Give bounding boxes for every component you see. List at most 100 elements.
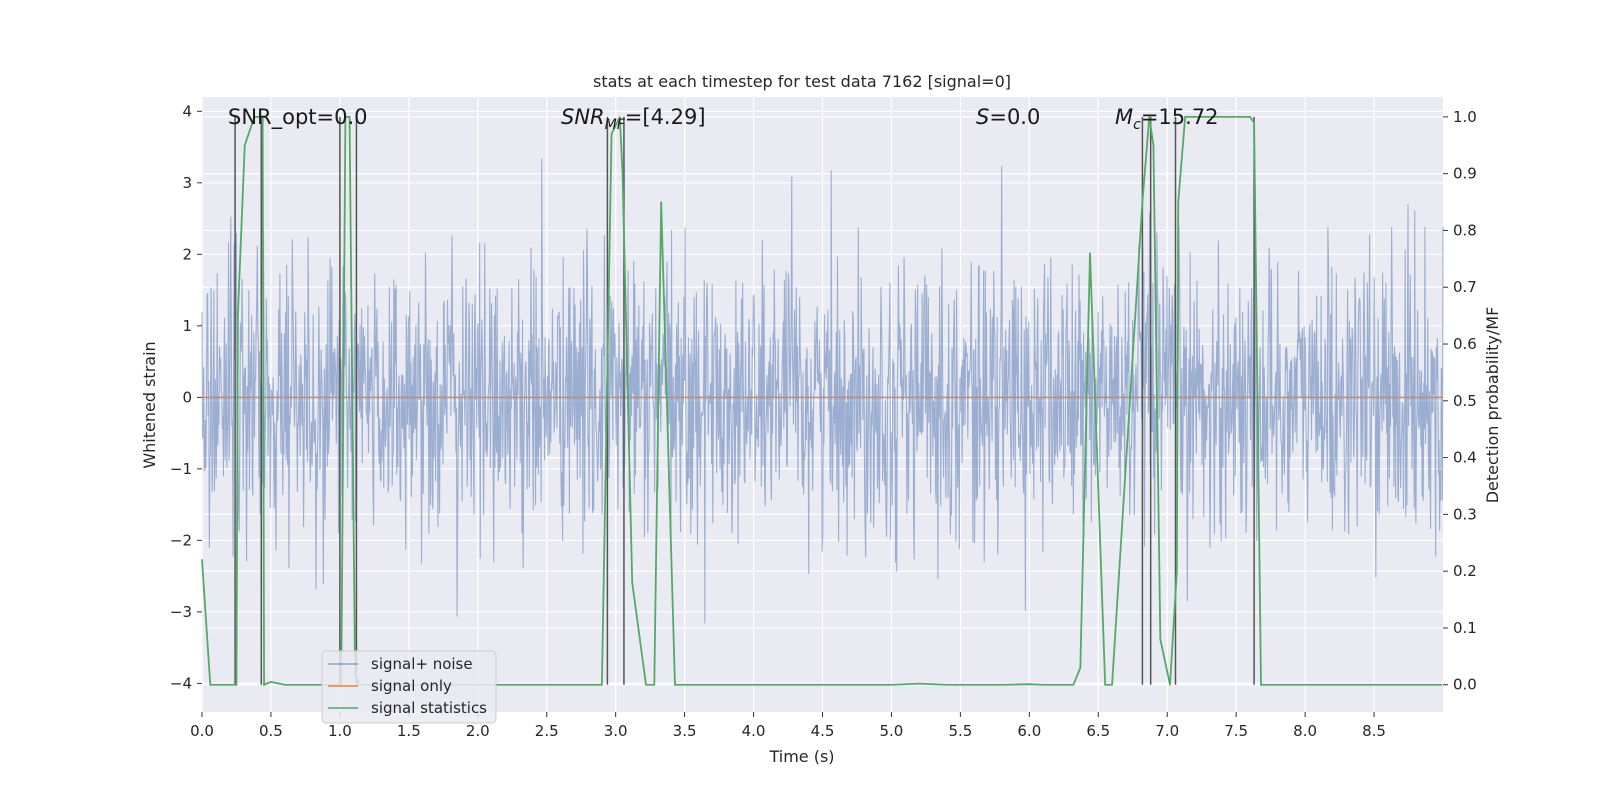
y-right-tick-label-10: 0.0	[1453, 676, 1477, 694]
annotation-mc-value: =15.72	[1141, 105, 1219, 129]
plot-area	[201, 97, 1444, 712]
statistics-point-51	[1177, 201, 1180, 203]
statistics-point-7	[263, 683, 265, 686]
annotation-s: S=0.0	[976, 105, 1040, 129]
statistics-point-21	[601, 683, 603, 686]
y-left-tick-label-7: −3	[170, 603, 192, 621]
x-tick-label-6: 3.0	[604, 722, 628, 740]
y-right-tick-label-8: 0.2	[1453, 562, 1477, 580]
y-right-tick-label-1: 0.9	[1453, 165, 1477, 183]
x-tick-label-10: 5.0	[880, 722, 904, 740]
annotation-mc: Mc=15.72	[1115, 105, 1219, 133]
x-tick-label-17: 8.5	[1362, 722, 1386, 740]
y-left-tick-label-3: 1	[182, 317, 192, 335]
statistics-point-57	[1304, 683, 1306, 686]
x-tick-label-12: 6.0	[1017, 722, 1041, 740]
statistics-point-37	[1028, 683, 1031, 685]
x-tick-label-4: 2.0	[466, 722, 490, 740]
statistics-point-32	[821, 683, 824, 686]
y-axis-label-left: Whitened strain	[140, 341, 159, 468]
y-right-tick-label-7: 0.3	[1453, 505, 1477, 523]
statistics-point-47	[1152, 144, 1155, 147]
statistics-point-3	[237, 314, 239, 317]
statistics-point-1	[209, 683, 212, 686]
legend: signal+ noise signal only signal statist…	[321, 650, 497, 724]
statistics-point-28	[660, 201, 662, 203]
x-tick-label-13: 6.5	[1086, 722, 1110, 740]
y-right-tick-label-2: 0.8	[1453, 221, 1477, 239]
annotation-s-symbol: S	[976, 105, 989, 129]
x-tick-label-2: 1.0	[328, 722, 352, 740]
x-tick-label-11: 5.5	[948, 722, 972, 740]
legend-label-signal-statistics: signal statistics	[371, 699, 487, 717]
y-axis-ticks-right: 1.0 0.9 0.8 0.7 0.6 0.5 0.4 0.3 0.2 0.1 0.0	[1443, 108, 1477, 694]
statistics-point-27	[653, 683, 656, 686]
y-axis-ticks-left: 4 3 2 1 0 −1 −2 −3 −4	[170, 102, 202, 692]
x-tick-label-16: 8.0	[1293, 722, 1317, 740]
y-left-tick-label-6: −2	[170, 531, 192, 549]
y-right-tick-label-6: 0.4	[1453, 449, 1477, 467]
statistics-point-36	[1000, 683, 1003, 686]
statistics-point-0	[201, 559, 203, 561]
statistics-point-42	[1089, 252, 1091, 254]
x-tick-label-7: 3.5	[673, 722, 697, 740]
statistics-point-46	[1148, 116, 1151, 118]
annotation-mc-sub: c	[1133, 117, 1141, 133]
annotation-snr-mf-value: =[4.29]	[625, 105, 706, 129]
statistics-point-38	[1042, 683, 1044, 686]
statistics-point-20	[545, 683, 548, 686]
x-tick-label-0: 0.0	[190, 722, 214, 740]
statistics-point-26	[645, 683, 647, 686]
statistics-point-6	[261, 116, 264, 118]
y-left-tick-label-8: −4	[170, 674, 192, 692]
statistics-point-49	[1169, 683, 1171, 686]
x-tick-label-15: 7.5	[1224, 722, 1248, 740]
chart-title: stats at each timestep for test data 716…	[593, 72, 1011, 91]
statistics-point-53	[1235, 116, 1237, 118]
y-left-tick-label-2: 2	[182, 245, 192, 263]
statistics-point-55	[1253, 121, 1255, 124]
statistics-point-2	[235, 683, 238, 686]
statistics-point-45	[1141, 201, 1144, 203]
statistics-point-22	[610, 133, 613, 135]
statistics-point-56	[1260, 683, 1262, 686]
annotation-snr-mf-base: SNR	[561, 105, 605, 129]
statistics-point-8	[270, 681, 272, 683]
statistics-point-14	[348, 116, 351, 118]
legend-label-signal-only: signal only	[371, 677, 452, 695]
statistics-point-52	[1184, 116, 1186, 118]
y-right-tick-label-5: 0.5	[1453, 392, 1477, 410]
x-tick-label-1: 0.5	[259, 722, 283, 740]
statistics-point-9	[283, 683, 286, 686]
statistics-point-39	[1056, 683, 1058, 686]
statistics-point-34	[918, 682, 920, 685]
y-axis-label-right: Detection probability/MF	[1483, 307, 1502, 504]
legend-label-signal-noise: signal+ noise	[371, 655, 473, 673]
y-right-tick-label-3: 0.7	[1453, 278, 1477, 296]
x-tick-label-9: 4.5	[811, 722, 835, 740]
legend-box	[321, 650, 497, 724]
annotation-snr-mf: SNRMF=[4.29]	[561, 105, 706, 133]
statistics-point-50	[1176, 570, 1178, 572]
statistics-point-10	[304, 683, 307, 686]
y-left-tick-label-5: −1	[170, 460, 192, 478]
statistics-point-13	[344, 116, 347, 118]
statistics-point-35	[945, 683, 948, 686]
y-right-tick-label-4: 0.6	[1453, 335, 1477, 353]
statistics-point-54	[1249, 116, 1251, 118]
y-left-tick-label-1: 3	[182, 174, 192, 192]
series-signal-noise	[201, 158, 1444, 624]
statistics-point-31	[752, 683, 755, 686]
x-tick-label-3: 1.5	[397, 722, 421, 740]
y-right-tick-label-9: 0.1	[1453, 619, 1477, 637]
statistics-point-23	[619, 116, 621, 118]
statistics-point-5	[253, 116, 256, 118]
y-left-tick-label-0: 4	[182, 102, 192, 120]
statistics-point-25	[631, 581, 634, 584]
statistics-point-30	[683, 683, 686, 686]
statistics-point-43	[1104, 683, 1106, 686]
statistics-point-29	[674, 683, 676, 686]
x-tick-label-8: 4.0	[742, 722, 766, 740]
statistics-point-41	[1079, 666, 1082, 669]
